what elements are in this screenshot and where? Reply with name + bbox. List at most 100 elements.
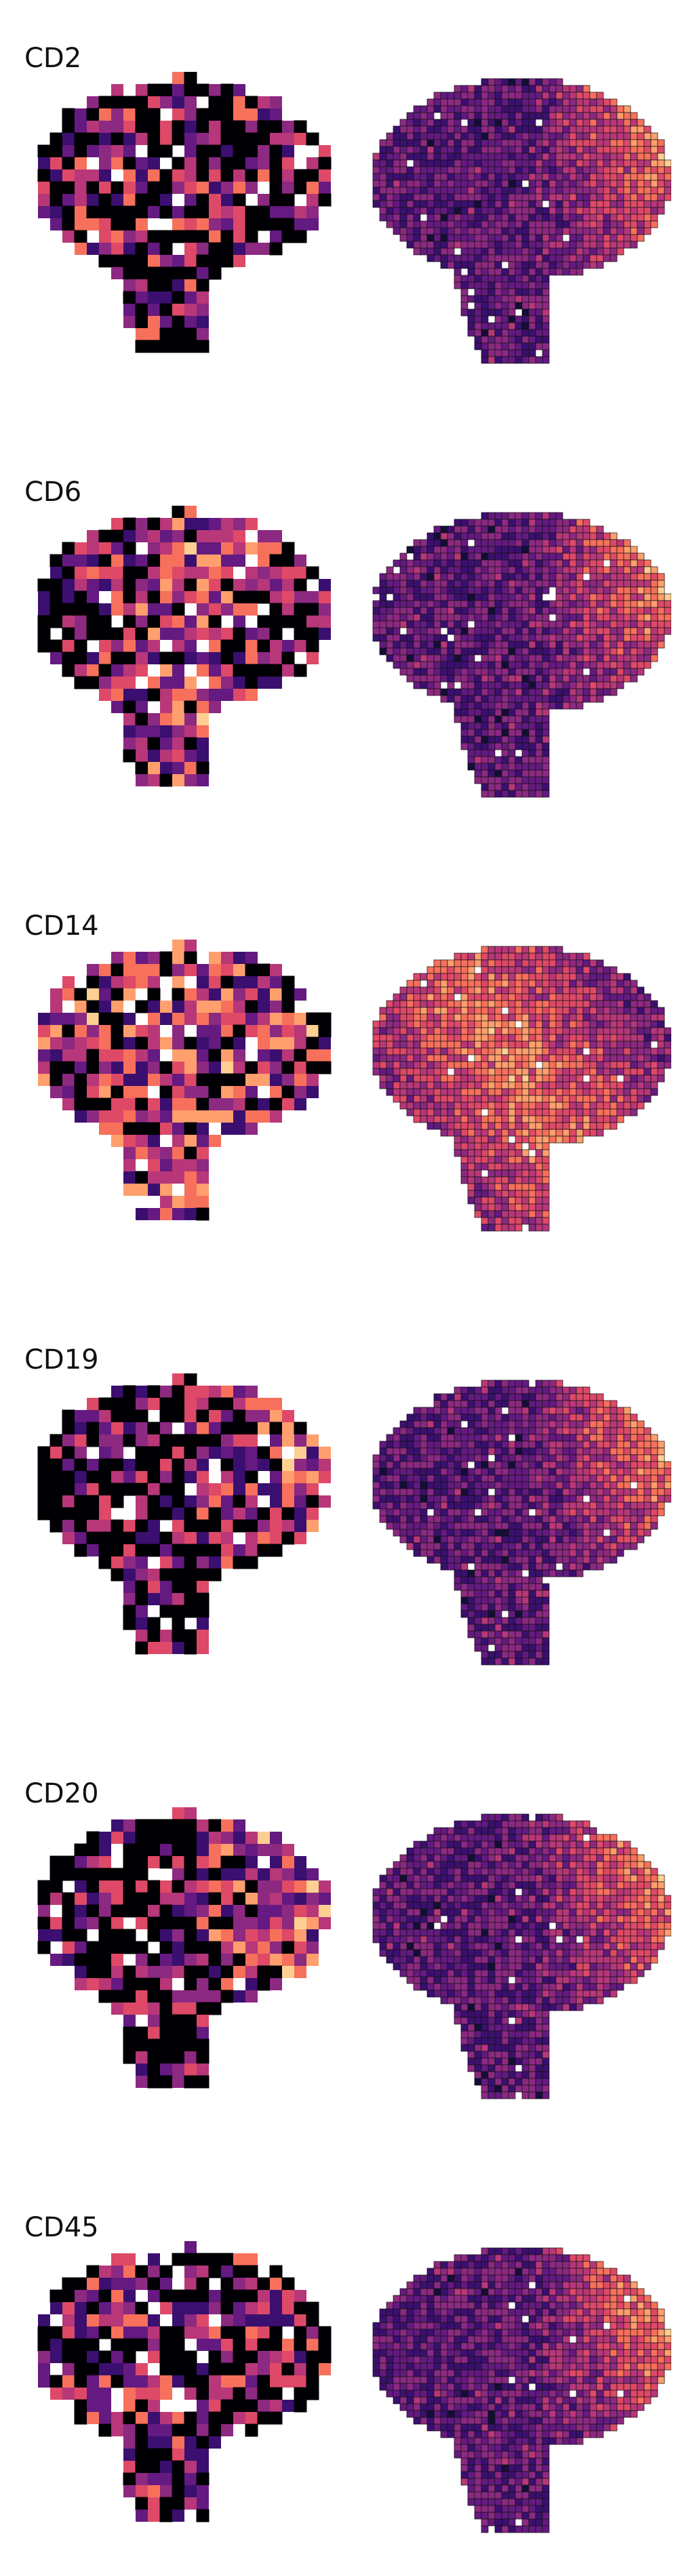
fine-cell — [569, 966, 577, 974]
spot-cell — [269, 157, 283, 170]
fine-cell — [508, 1156, 516, 1164]
fine-cell — [494, 519, 502, 527]
spot-cell — [245, 963, 258, 977]
spot-cell — [75, 182, 87, 194]
fine-cell — [426, 1122, 435, 1130]
spot-cell — [258, 628, 270, 640]
spot-cell — [136, 689, 148, 701]
fine-cell — [413, 627, 421, 635]
fine-cell — [440, 1041, 448, 1049]
fine-cell — [474, 254, 482, 262]
fine-cell — [447, 986, 455, 994]
fine-cell — [454, 1122, 462, 1130]
spot-cell — [50, 218, 62, 230]
spot-cell — [184, 1001, 197, 1013]
fine-cell — [603, 180, 611, 188]
spot-cell — [257, 963, 271, 977]
spot-cell — [233, 1013, 245, 1025]
fine-cell — [596, 173, 604, 181]
fine-cell — [657, 573, 665, 581]
fine-cell — [582, 1034, 591, 1042]
spot-cell — [99, 157, 111, 169]
fine-cell — [555, 1034, 563, 1042]
spot-cell — [294, 603, 307, 616]
fine-cell — [528, 1088, 536, 1096]
spot-cell — [148, 1532, 160, 1544]
fine-cell — [603, 1122, 611, 1130]
fine-cell — [467, 139, 475, 147]
fine-cell — [426, 580, 435, 588]
fine-cell — [603, 532, 611, 540]
spot-cell — [245, 1025, 258, 1037]
fine-cell — [393, 166, 401, 174]
fine-cell — [542, 132, 550, 140]
fine-cell — [481, 247, 489, 256]
fine-cell — [515, 532, 523, 540]
fine-cell — [460, 647, 468, 656]
fine-cell — [569, 1068, 577, 1076]
spot-cell — [319, 603, 331, 616]
fine-cell — [440, 1000, 448, 1008]
fine-cell — [481, 1102, 489, 1110]
fine-cell — [528, 654, 536, 662]
fine-cell — [555, 620, 563, 628]
fine-cell — [589, 119, 597, 127]
spot-cell — [269, 169, 283, 182]
fine-cell — [481, 749, 489, 757]
fine-cell — [610, 125, 618, 134]
spot-cell — [220, 1073, 234, 1087]
fine-cell — [657, 586, 665, 595]
fine-cell — [481, 593, 489, 601]
fine-cell — [399, 186, 407, 195]
spot-cell — [208, 1397, 222, 1411]
spot-cell — [147, 120, 161, 134]
fine-cell — [487, 261, 496, 269]
spot-cell — [147, 1422, 161, 1435]
fine-cell — [447, 166, 455, 174]
fine-cell — [474, 1142, 482, 1150]
spot-cell — [221, 677, 233, 689]
fine-cell — [576, 92, 584, 100]
fine-cell — [433, 207, 441, 215]
fine-cell — [569, 85, 577, 93]
fine-cell — [555, 85, 563, 93]
fine-cell — [643, 573, 652, 581]
fine-cell — [508, 1129, 516, 1137]
spot-cell — [123, 205, 136, 219]
fine-cell — [487, 729, 496, 737]
fine-cell — [623, 546, 631, 554]
fine-cell — [481, 153, 489, 161]
fine-cell — [528, 1108, 536, 1116]
spot-cell — [160, 194, 172, 206]
fine-cell — [515, 519, 523, 527]
fine-cell — [440, 105, 448, 113]
fine-cell — [582, 85, 591, 93]
fine-cell — [420, 105, 428, 113]
fine-cell — [440, 1095, 448, 1103]
fine-cell — [576, 613, 584, 622]
fine-cell — [610, 966, 618, 974]
fine-cell — [555, 973, 563, 981]
fine-cell — [447, 1034, 455, 1042]
fine-cell — [576, 1027, 584, 1035]
fine-cell — [487, 702, 496, 710]
spot-cell — [172, 1495, 185, 1508]
fine-cell — [515, 119, 523, 127]
fine-cell — [515, 1054, 523, 1062]
fine-cell — [555, 966, 563, 974]
spot-cell — [245, 1495, 258, 1508]
fine-cell — [494, 329, 502, 337]
spot-cell — [209, 157, 221, 169]
fine-cell — [481, 1081, 489, 1089]
fine-cell — [528, 1210, 536, 1218]
spot-cell — [111, 1098, 123, 1110]
spot-cell — [111, 689, 123, 701]
spot-cell — [294, 567, 306, 579]
fine-cell — [589, 525, 597, 534]
fine-cell — [460, 980, 468, 988]
fine-cell — [487, 207, 496, 215]
spot-cell — [258, 1074, 270, 1086]
spot-cell — [49, 590, 63, 604]
spot-cell — [62, 120, 75, 134]
fine-cell — [420, 234, 428, 242]
